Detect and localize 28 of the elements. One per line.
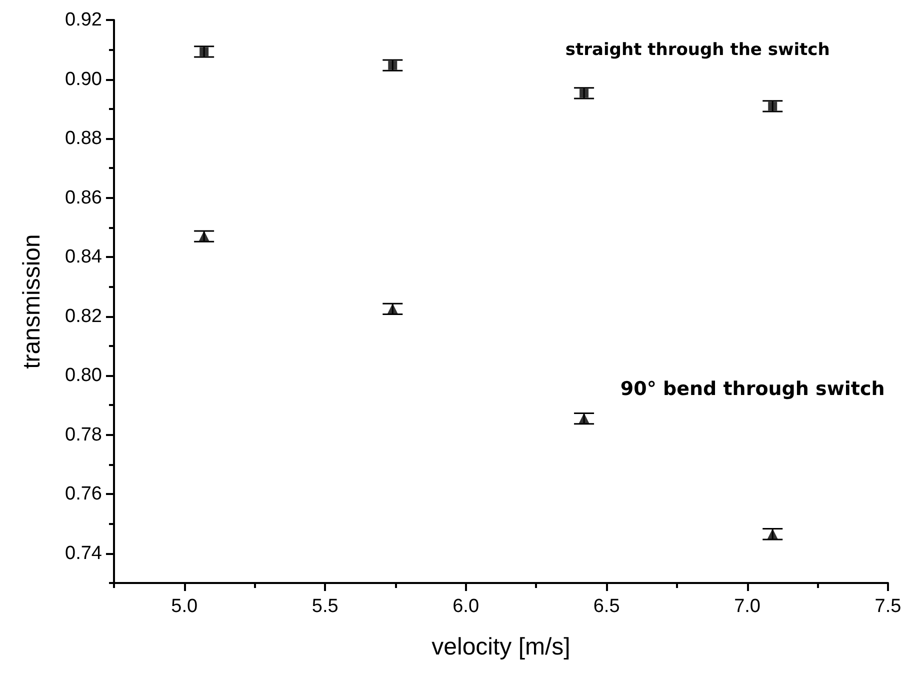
point <box>767 528 778 540</box>
y-axis-title: transmission <box>18 234 46 369</box>
point <box>768 102 778 111</box>
point <box>578 413 590 424</box>
y-tick-label: 0.88 <box>65 128 102 150</box>
y-tick-label: 0.90 <box>65 68 102 90</box>
y-tick-label: 0.82 <box>65 306 102 327</box>
y-tick-label: 0.76 <box>65 484 102 505</box>
x-tick-label: 7.5 <box>874 596 902 617</box>
point <box>388 60 398 70</box>
x-tick-label: 6.0 <box>452 596 480 617</box>
x-tick-label: 5.5 <box>312 596 338 617</box>
y-tick-label: 0.80 <box>65 365 102 386</box>
y-tick-label: 0.74 <box>65 542 102 564</box>
x-tick-label: 5.0 <box>171 596 198 617</box>
point <box>200 47 209 56</box>
y-tick-label: 0.78 <box>65 424 102 446</box>
text: 90° bend through switch <box>620 378 885 400</box>
point <box>387 303 398 314</box>
point <box>198 230 210 242</box>
y-tick-label: 0.92 <box>65 10 102 30</box>
x-tick-label: 6.5 <box>593 596 620 617</box>
x-tick-label: 7.0 <box>734 596 760 617</box>
y-tick-label: 0.84 <box>65 246 102 268</box>
x-axis-title: velocity [m/s] <box>432 634 570 660</box>
point <box>580 88 589 98</box>
series-label: straight through the switch <box>565 40 830 60</box>
y-tick-label: 0.86 <box>65 187 102 208</box>
